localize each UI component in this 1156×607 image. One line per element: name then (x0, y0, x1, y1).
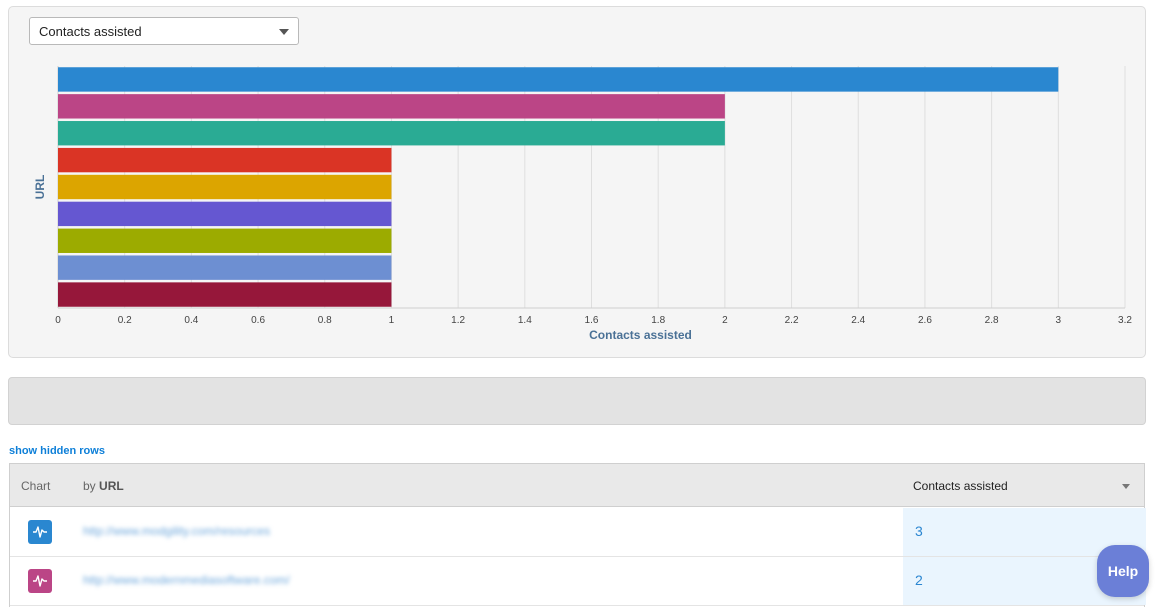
bar (58, 174, 392, 200)
filter-bar (8, 377, 1146, 425)
x-tick-label: 3 (1056, 315, 1062, 326)
bar (58, 121, 725, 146)
x-axis-title: Contacts assisted (589, 328, 692, 342)
bar (58, 228, 392, 253)
metric-dropdown-value: Contacts assisted (39, 24, 142, 39)
column-header-url-label: URL (99, 479, 124, 493)
x-tick-label: 0.4 (184, 315, 198, 326)
table-row: http://www.modgility.com/resources 3 (10, 508, 1146, 557)
bar (58, 255, 392, 280)
x-tick-label: 0.2 (118, 315, 132, 326)
x-tick-label: 1.2 (451, 315, 465, 326)
chart-toggle-icon[interactable] (28, 520, 52, 544)
chart-toggle-icon[interactable] (28, 569, 52, 593)
bar-chart: 0 0.2 0.4 0.6 0.8 1 1.2 1.4 1.6 1.8 2 2.2 2.4 2.6 2.8 3… (33, 66, 1132, 342)
bar (58, 282, 392, 307)
x-tick-label: 2.6 (918, 315, 932, 326)
column-header-contacts-assisted[interactable]: Contacts assisted (913, 479, 1008, 493)
x-tick-label: 0.8 (318, 315, 332, 326)
table-header: Chart by URL Contacts assisted (10, 464, 1144, 507)
contacts-assisted-value[interactable]: 2 (915, 572, 923, 588)
x-tick-label: 3.2 (1118, 315, 1132, 326)
x-tick-label: 2 (722, 315, 728, 326)
metric-dropdown[interactable]: Contacts assisted (29, 17, 299, 45)
column-header-by: by (83, 479, 96, 493)
column-header-url: by URL (83, 479, 124, 493)
chevron-down-icon (279, 29, 289, 35)
bar (58, 201, 392, 227)
bar (58, 67, 1059, 92)
x-tick-label: 0 (55, 315, 61, 326)
bar (58, 147, 392, 173)
x-tick-label: 1.6 (585, 315, 599, 326)
sort-desc-icon[interactable] (1122, 484, 1130, 489)
help-button[interactable]: Help (1097, 545, 1149, 597)
x-tick-label: 1.4 (518, 315, 532, 326)
x-tick-label: 1 (389, 315, 395, 326)
x-tick-label: 2.8 (985, 315, 999, 326)
contacts-assisted-value[interactable]: 3 (915, 523, 923, 539)
url-link[interactable]: http://www.modernmediasoftware.com/ (83, 573, 290, 587)
data-table: Chart by URL Contacts assisted http://ww… (9, 463, 1146, 607)
y-axis-title: URL (33, 175, 47, 200)
chart-panel: Contacts assisted 0 0.2 0.4 0.6 0.8 1 1.2 1.4 1.… (8, 6, 1146, 358)
x-tick-label: 2.2 (785, 315, 799, 326)
table-row: http://www.modernmediasoftware.com/ 2 (10, 557, 1146, 606)
x-tick-label: 0.6 (251, 315, 265, 326)
bar (58, 94, 725, 119)
show-hidden-rows-link[interactable]: show hidden rows (9, 445, 105, 457)
x-tick-label: 1.8 (651, 315, 665, 326)
column-header-chart: Chart (21, 479, 51, 493)
x-tick-label: 2.4 (851, 315, 865, 326)
url-link[interactable]: http://www.modgility.com/resources (83, 524, 271, 538)
